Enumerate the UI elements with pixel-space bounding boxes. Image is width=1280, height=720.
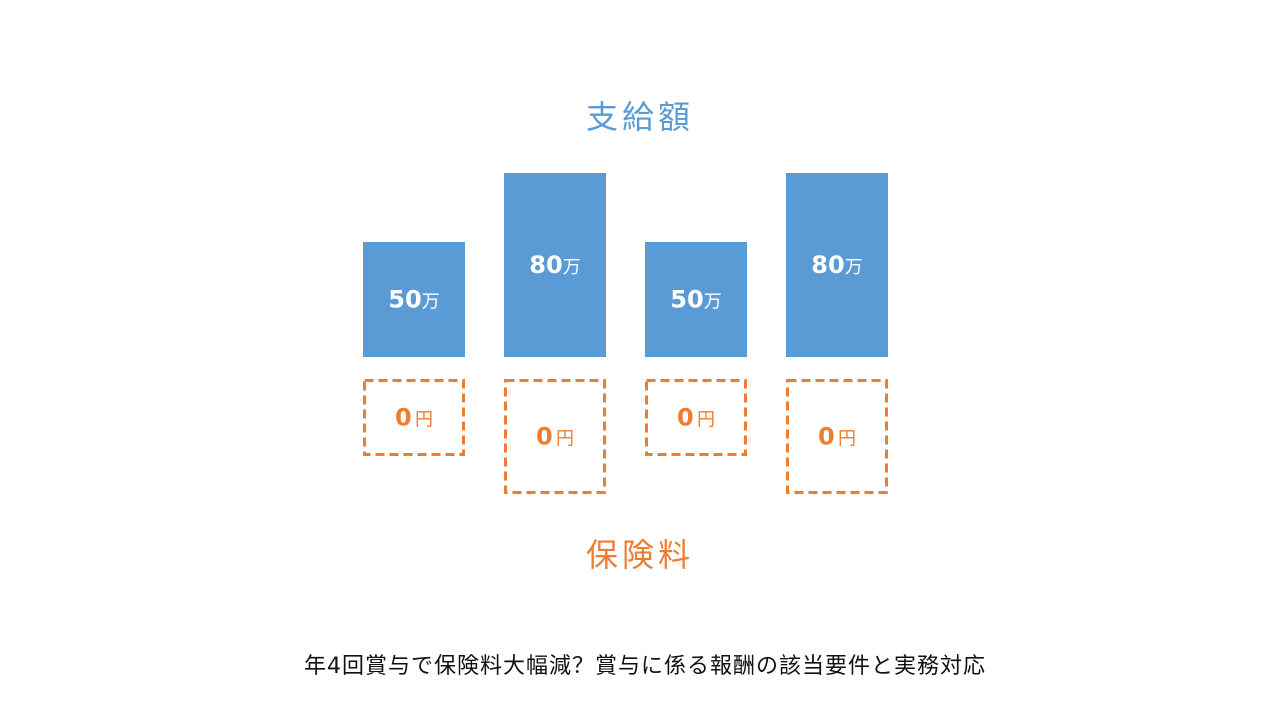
- premium-box-1: [363, 379, 465, 456]
- bar-3: [645, 242, 747, 357]
- bar-label-4: 80万: [811, 251, 862, 279]
- premium-label-3: 0 円: [677, 404, 715, 432]
- premium-box-3: [645, 379, 747, 456]
- bottom-title: 保険料: [585, 536, 694, 574]
- premium-box-4: [786, 379, 888, 494]
- premium-box-2: [504, 379, 606, 494]
- bar-label-1: 50万: [388, 286, 439, 314]
- bar-label-3: 50万: [670, 286, 721, 314]
- premium-label-2: 0 円: [536, 423, 574, 451]
- chart-title: 支給額: [585, 98, 694, 136]
- bar-2: [504, 173, 606, 357]
- premium-label-1: 0 円: [395, 404, 433, 432]
- bar-1: [363, 242, 465, 357]
- premium-label-4: 0 円: [818, 423, 856, 451]
- caption: 年4回賞与で保険料大幅減？賞与に係る報酬の該当要件と実務対応: [304, 654, 986, 679]
- bar-4: [786, 173, 888, 357]
- bar-label-2: 80万: [529, 251, 580, 279]
